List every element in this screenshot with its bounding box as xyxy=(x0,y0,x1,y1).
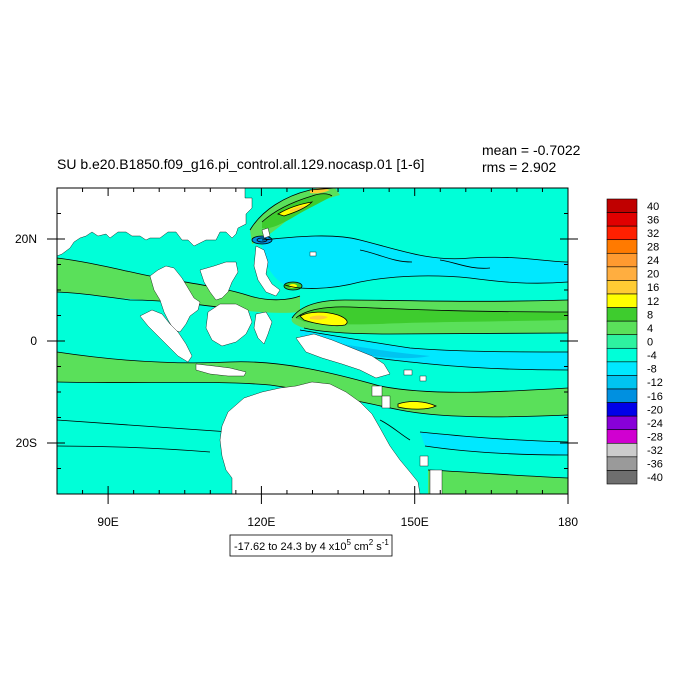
y-tick-label: 0 xyxy=(30,334,37,348)
mean-label: mean = -0.7022 xyxy=(482,142,581,158)
colorbar-label: 36 xyxy=(647,214,659,226)
north-pacific-cyan-region xyxy=(262,235,568,289)
axes: 90E 120E 150E 180 20N 0 20S xyxy=(15,187,578,529)
colorbar-swatch xyxy=(606,198,638,213)
colorbar-label: 12 xyxy=(647,296,659,308)
plot-area xyxy=(57,188,568,494)
colorbar-swatch xyxy=(606,442,638,458)
colorbar-label: -16 xyxy=(647,391,663,403)
land-island xyxy=(419,375,427,382)
colorbar-label: 32 xyxy=(647,228,659,240)
land-sulawesi xyxy=(253,311,273,345)
colorbar-label: -4 xyxy=(647,350,657,362)
contour-lines xyxy=(57,188,568,479)
south-equatorial-core xyxy=(330,342,430,359)
y-tick-label: 20N xyxy=(15,232,37,246)
colorbar-label: 28 xyxy=(647,242,659,254)
colorbar-label: -12 xyxy=(647,377,663,389)
colorbar-swatch xyxy=(606,280,638,295)
colorbar-label: 4 xyxy=(647,323,653,335)
kuroshio-max-inner xyxy=(290,206,306,212)
land-island xyxy=(309,251,317,257)
colorbar-swatch xyxy=(606,456,638,471)
colorbar-label: -40 xyxy=(647,472,663,484)
subtitle-frame xyxy=(229,534,393,557)
equatorial-jet-core xyxy=(296,306,568,325)
x-tick-label: 180 xyxy=(558,515,578,529)
colorbar-swatch xyxy=(606,347,638,363)
southern-band-max xyxy=(398,401,436,410)
colorbar-label: -24 xyxy=(647,418,663,430)
land-java xyxy=(195,363,247,377)
land-island xyxy=(403,369,413,376)
chart-title: SU b.e20.B1850.f09_g16.pi_control.all.12… xyxy=(57,156,424,172)
colorbar-label: 8 xyxy=(647,309,653,321)
colorbar: 4036322824201612840-4-8-12-16-20-24-28-3… xyxy=(606,198,663,485)
colorbar-swatch xyxy=(606,239,638,254)
colorbar-swatch xyxy=(606,293,638,308)
subtitle-box: -17.62 to 24.3 by 4 x105 cm2 s-1 xyxy=(229,534,393,557)
land-philippines xyxy=(253,245,281,297)
land-island xyxy=(381,395,391,409)
colorbar-label: 16 xyxy=(647,282,659,294)
colorbar-label: 40 xyxy=(647,201,659,213)
colorbar-swatch xyxy=(606,361,638,376)
colorbar-swatch xyxy=(606,388,638,403)
x-tick-label: 120E xyxy=(247,515,275,529)
land-australia xyxy=(219,381,421,494)
colorbar-label: 20 xyxy=(647,269,659,281)
y-tick-label: 20S xyxy=(16,436,37,450)
colorbar-label: -20 xyxy=(647,404,663,416)
colorbar-swatch xyxy=(606,415,638,431)
colorbar-swatch xyxy=(606,402,638,417)
x-tick-label: 150E xyxy=(401,515,429,529)
colorbar-label: 0 xyxy=(647,337,653,349)
land-southeast-asia xyxy=(149,265,201,333)
land-island xyxy=(429,469,443,494)
subtitle-text: -17.62 to 24.3 by 4 x105 cm2 s-1 xyxy=(234,538,389,553)
colorbar-label: -28 xyxy=(647,432,663,444)
south-pacific-negative xyxy=(420,432,568,455)
equatorial-jet-peak xyxy=(310,315,328,320)
land-sumatra xyxy=(139,309,193,363)
land-island xyxy=(371,385,383,397)
land-new-guinea xyxy=(295,333,391,379)
land-island xyxy=(419,455,429,467)
colorbar-swatch xyxy=(606,429,638,444)
colorbar-swatch xyxy=(606,225,638,241)
colorbar-swatch xyxy=(606,470,638,485)
colorbar-swatch xyxy=(606,212,638,227)
land-taiwan xyxy=(261,227,271,239)
land-mask xyxy=(57,188,443,494)
south-equatorial-negative xyxy=(299,330,568,370)
colorbar-swatch xyxy=(606,252,638,268)
land-asia xyxy=(57,188,253,257)
colorbar-swatch xyxy=(606,375,638,390)
land-indochina xyxy=(199,261,239,301)
colorbar-label: -32 xyxy=(647,445,663,457)
colorbar-label: 24 xyxy=(647,255,659,267)
colorbar-label: -8 xyxy=(647,364,657,376)
colorbar-label: -36 xyxy=(647,459,663,471)
south-pacific-green xyxy=(428,470,568,494)
colorbar-swatch xyxy=(606,307,638,322)
colorbar-swatch xyxy=(606,320,638,336)
x-tick-label: 90E xyxy=(97,515,118,529)
land-borneo xyxy=(205,303,253,347)
rms-label: rms = 2.902 xyxy=(482,159,557,175)
colorbar-swatch xyxy=(606,334,638,349)
colorbar-swatch xyxy=(606,266,638,281)
